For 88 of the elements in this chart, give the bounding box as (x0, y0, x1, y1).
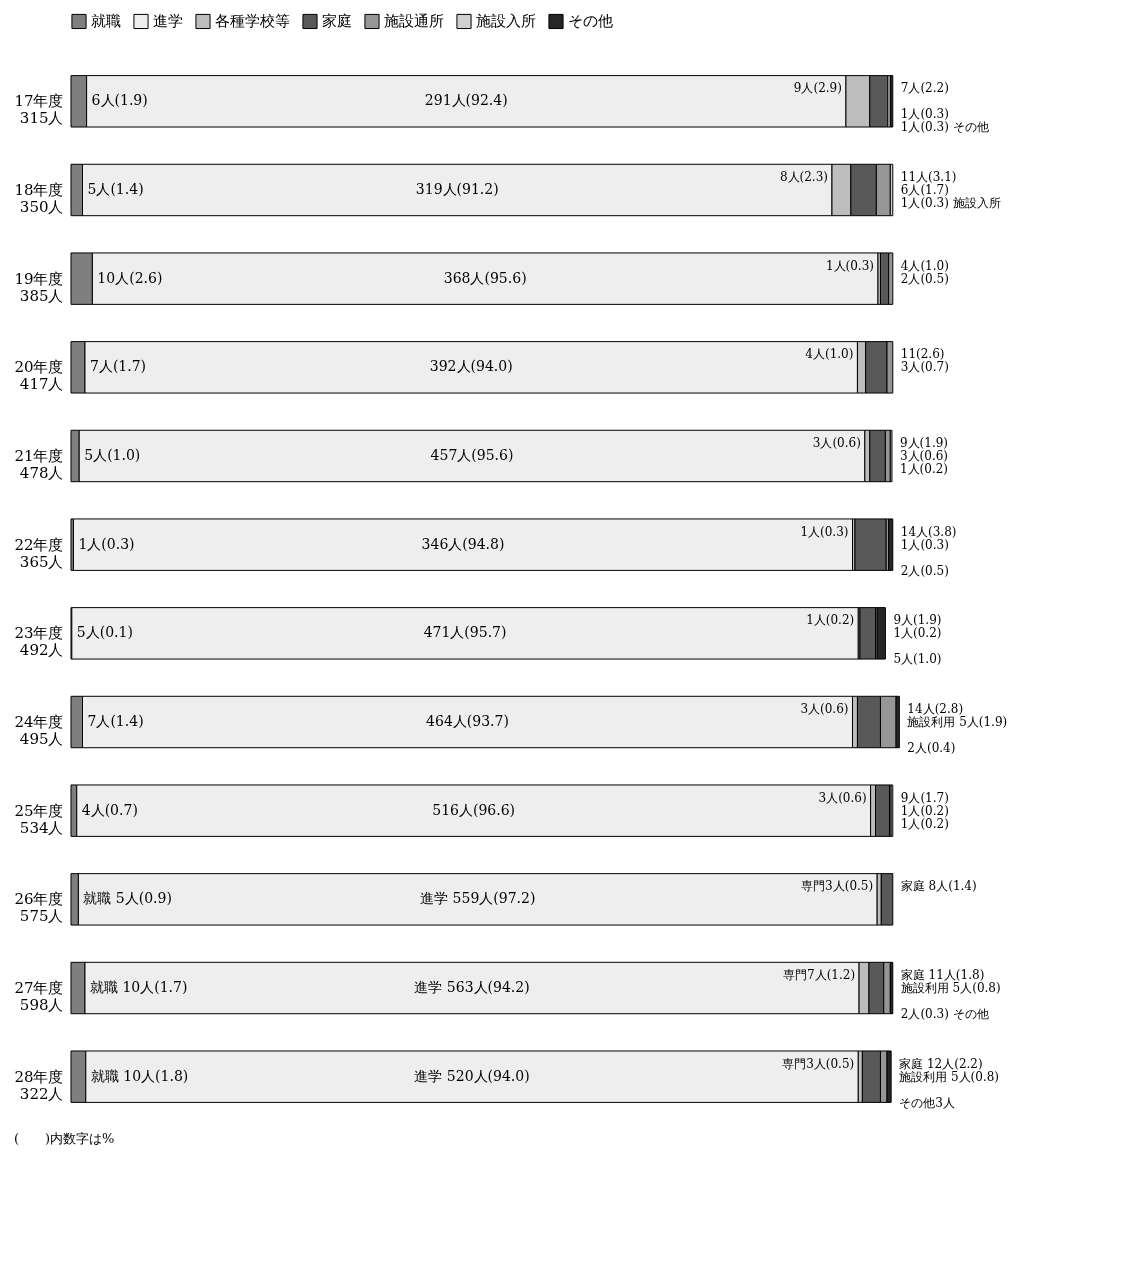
data-label: 346人(94.8) (421, 535, 505, 552)
data-label: 1人(0.3) (900, 537, 949, 552)
data-label: 5人(1.0) (84, 447, 141, 463)
y-tick-label: 28年度 322人 (14, 1067, 64, 1103)
data-label: 291人(92.4) (424, 92, 508, 109)
y-tick-label: 25年度 534人 (14, 801, 64, 837)
data-label: 進学 520人(94.0) (414, 1067, 530, 1084)
data-label: 14人(2.8) (907, 702, 964, 716)
data-label: 2人(0.5) (900, 271, 949, 286)
data-label: 4人(1.0) (805, 347, 854, 362)
data-label: 施設利用 5人(0.8) (899, 1069, 1000, 1084)
data-label: 2人(0.5) (900, 563, 949, 578)
data-label: 3人(0.6) (800, 702, 849, 716)
data-label: 7人(2.2) (900, 81, 949, 96)
legend-label: 就職 (91, 12, 121, 31)
data-label: 6人(1.9) (91, 92, 148, 109)
data-label: 4人(1.0) (900, 258, 949, 273)
data-label: 2人(0.4) (907, 741, 956, 755)
data-label: 進学 559人(97.2) (420, 890, 536, 907)
data-label: 専門3人(0.5) (801, 879, 874, 894)
data-label: 施設利用 5人(0.8) (900, 981, 1001, 996)
data-label: 1人(0.2) (893, 626, 942, 641)
data-label: 10人(2.6) (97, 269, 163, 286)
data-label: 1人(0.2) (899, 462, 949, 476)
data-label: 施設利用 5人(1.9) (907, 715, 1008, 729)
data-label: 8人(2.3) (779, 169, 828, 184)
data-label: 471人(95.7) (423, 624, 507, 641)
data-label: 368人(95.6) (443, 269, 527, 286)
data-label: 1人(0.3) (78, 535, 135, 552)
y-tick-label: 27年度 598人 (14, 979, 64, 1015)
data-label: 就職 10人(1.7) (89, 979, 188, 996)
y-tick-label: 24年度 495人 (14, 713, 64, 748)
data-label: 3人(0.7) (900, 360, 949, 375)
y-tick-label: 22年度 365人 (14, 535, 64, 571)
data-label: 1人(0.2) (900, 803, 949, 818)
text: ( )内数字は% (13, 1131, 115, 1146)
data-label: 家庭 8人(1.4) (900, 879, 977, 894)
legend-label: 施設通所 (384, 12, 444, 31)
legend-label: 家庭 (322, 12, 352, 31)
data-label: 7人(1.7) (89, 358, 147, 375)
data-label: 464人(93.7) (426, 713, 509, 729)
data-label: 3人(0.6) (818, 790, 867, 805)
data-label: その他3人 (899, 1095, 955, 1110)
data-label: 7人(1.4) (87, 713, 144, 729)
data-label: 457人(95.6) (430, 447, 514, 463)
data-label: 9人(1.7) (900, 790, 949, 805)
y-tick-label: 17年度 315人 (14, 92, 64, 128)
data-label: 11人(3.1) (900, 169, 957, 184)
data-label: 就職 10人(1.8) (90, 1067, 189, 1084)
data-label: 11(2.6) (900, 347, 945, 362)
data-label: 1人(0.2) (900, 816, 949, 831)
data-label: 3人(0.6) (899, 449, 949, 463)
data-label: 9人(2.9) (793, 81, 842, 96)
data-label: 14人(3.8) (900, 524, 957, 539)
data-label: 5人(1.0) (893, 652, 942, 667)
data-label: 5人(0.1) (76, 624, 133, 641)
data-label: 1人(0.2) (806, 613, 855, 628)
y-tick-label: 21年度 478人 (14, 447, 64, 482)
y-tick-label: 23年度 492人 (14, 624, 64, 660)
data-label: 専門7人(1.2) (783, 968, 856, 983)
data-label: 4人(0.7) (81, 801, 138, 818)
data-label: 家庭 12人(2.2) (899, 1056, 983, 1071)
data-label: 専門3人(0.5) (782, 1056, 855, 1071)
data-label: 就職 5人(0.9) (83, 890, 172, 907)
data-label: 2人(0.3) その他 (900, 1007, 989, 1022)
data-label: 319人(91.2) (415, 180, 499, 197)
data-label: 5人(1.4) (87, 180, 144, 197)
data-label: 1人(0.3) (825, 258, 874, 273)
data-label: 1人(0.3) その他 (900, 120, 989, 135)
data-label: 進学 563人(94.2) (414, 979, 530, 996)
data-label: 1人(0.3) (900, 107, 949, 122)
data-label: 1人(0.3) 施設入所 (900, 195, 1001, 210)
data-label: 家庭 11人(1.8) (900, 968, 985, 983)
data-label: 6人(1.7) (900, 182, 949, 197)
data-label: 9人(1.9) (899, 436, 949, 450)
data-label: 9人(1.9) (893, 613, 942, 628)
y-tick-label: 20年度 417人 (14, 358, 64, 394)
legend-label: 進学 (153, 12, 183, 31)
legend-label: 各種学校等 (215, 12, 290, 31)
data-label: 1人(0.3) (800, 524, 849, 539)
data-label: 3人(0.6) (812, 436, 861, 450)
legend-label: 施設入所 (476, 12, 536, 31)
data-label: 516人(96.6) (432, 801, 516, 818)
y-tick-label: 19年度 385人 (14, 269, 64, 305)
legend-label: その他 (568, 12, 613, 31)
y-tick-label: 26年度 575人 (14, 890, 64, 926)
data-label: 392人(94.0) (429, 358, 513, 375)
y-tick-label: 18年度 350人 (14, 180, 64, 216)
